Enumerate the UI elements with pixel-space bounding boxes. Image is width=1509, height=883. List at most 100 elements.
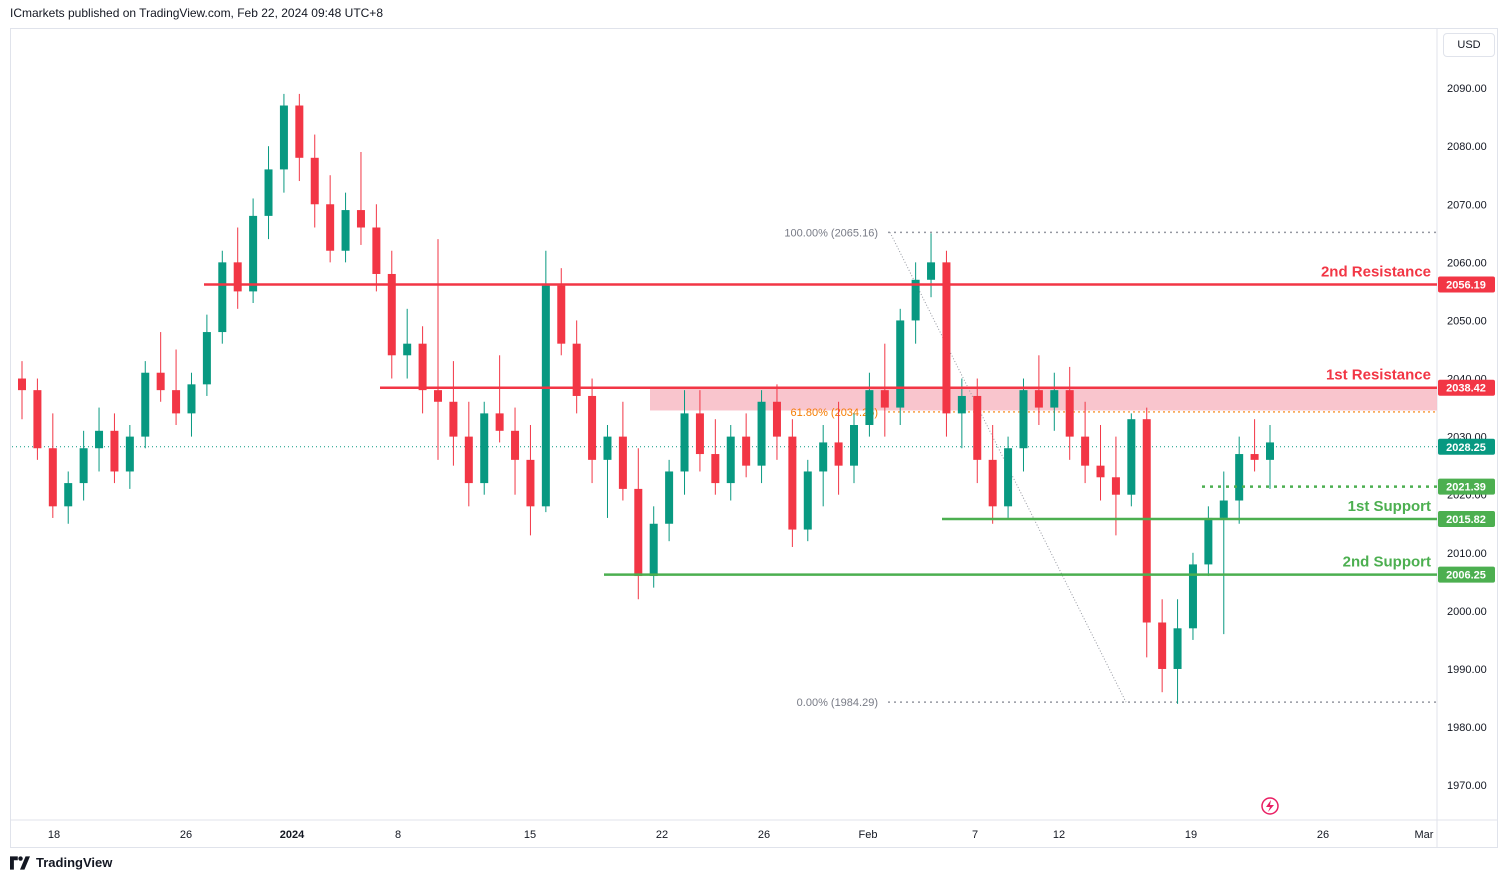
- candle-body: [403, 343, 412, 356]
- y-tick-label: 2090.00: [1447, 83, 1487, 95]
- candle-body: [249, 215, 258, 292]
- price-tag-bg: [1438, 438, 1495, 455]
- candle-body: [1050, 390, 1059, 408]
- x-tick-label: 26: [1317, 829, 1329, 841]
- y-tick-label: 2050.00: [1447, 315, 1487, 327]
- candle-body: [541, 285, 550, 507]
- x-tick-label: 26: [758, 829, 770, 841]
- x-tick-label: 12: [1053, 829, 1065, 841]
- level-label: 2nd Resistance: [1321, 263, 1431, 280]
- y-tick-label: 2060.00: [1447, 257, 1487, 269]
- y-tick-label: 1970.00: [1447, 780, 1487, 792]
- candle-body: [665, 471, 674, 524]
- candle-body: [1204, 517, 1213, 565]
- candle-body: [172, 390, 181, 414]
- candle-body: [772, 401, 781, 437]
- candle-body: [295, 105, 304, 158]
- candle-body: [1188, 564, 1197, 629]
- level-price-tag: 2015.82: [1438, 510, 1495, 527]
- candle-body: [326, 204, 335, 251]
- candle-body: [834, 442, 843, 466]
- candle-body: [942, 262, 951, 414]
- x-tick-label: 7: [972, 829, 978, 841]
- price-tag-text: 2006.25: [1446, 570, 1486, 582]
- candle-body: [33, 390, 42, 449]
- tradingview-footer[interactable]: TradingView: [10, 855, 112, 870]
- candle-body: [618, 436, 627, 489]
- candle-body: [48, 448, 57, 507]
- candle-body: [880, 390, 889, 408]
- candle-body: [927, 262, 936, 280]
- level-label: 1st Support: [1348, 498, 1431, 515]
- candle-body: [418, 343, 427, 391]
- candle-body: [1111, 477, 1120, 495]
- candle-body: [557, 285, 566, 344]
- x-tick-label: 2024: [280, 829, 305, 841]
- x-tick-label: 8: [395, 829, 401, 841]
- x-tick-label: 18: [48, 829, 60, 841]
- candle-body: [1034, 390, 1043, 408]
- candle-body: [310, 157, 319, 205]
- candle-body: [1127, 419, 1136, 495]
- fib-trendline: [889, 232, 1127, 703]
- candle-body: [819, 442, 828, 472]
- candle-body: [18, 378, 26, 391]
- candle-body: [973, 395, 982, 460]
- candle-body: [233, 262, 242, 292]
- candle-body: [141, 372, 150, 437]
- candle-body: [711, 454, 720, 484]
- price-tag-text: 2038.42: [1446, 383, 1486, 395]
- candle-body: [187, 384, 196, 414]
- lightning-icon[interactable]: [1261, 797, 1279, 815]
- candle-body: [526, 459, 535, 507]
- footer-brand: TradingView: [36, 855, 113, 870]
- candle-body: [742, 436, 751, 466]
- candle-body: [1250, 454, 1259, 460]
- candle-body: [1219, 500, 1228, 518]
- level-label: 2nd Support: [1343, 554, 1431, 571]
- candle-body: [957, 395, 966, 414]
- candle-body: [803, 471, 812, 530]
- candle-body: [1142, 419, 1151, 623]
- candle-body: [218, 262, 227, 333]
- candle-body: [95, 430, 104, 449]
- currency-button[interactable]: USD: [1443, 33, 1495, 57]
- candle-body: [64, 483, 73, 507]
- chart-pane[interactable]: [10, 28, 1498, 848]
- candle-body: [1096, 465, 1105, 478]
- tradingview-logo-icon: [10, 855, 30, 870]
- y-tick-label: 2080.00: [1447, 141, 1487, 153]
- x-tick-label: Feb: [859, 829, 878, 841]
- y-tick-label: 1980.00: [1447, 722, 1487, 734]
- candle-body: [449, 401, 458, 437]
- candle-body: [896, 320, 905, 408]
- price-tag-bg: [1438, 276, 1495, 293]
- resistance-zone: [650, 387, 1437, 411]
- candle-body: [1065, 390, 1074, 437]
- level-label: 1st Resistance: [1326, 367, 1431, 384]
- current-price-tag: 2028.25: [1438, 438, 1495, 455]
- lightning-icon-bolt: [1266, 800, 1274, 812]
- x-tick-label: 22: [656, 829, 668, 841]
- price-tag-text: 2021.39: [1446, 482, 1486, 494]
- candle-body: [156, 372, 165, 391]
- candle-body: [865, 390, 874, 425]
- candle-body: [695, 413, 704, 455]
- y-tick-label: 1990.00: [1447, 664, 1487, 676]
- lightning-icon-circle: [1261, 797, 1279, 815]
- candle-body: [341, 210, 350, 251]
- price-tag-bg: [1438, 478, 1495, 495]
- y-tick-label: 2010.00: [1447, 548, 1487, 560]
- candle-body: [1158, 622, 1167, 669]
- candle-body: [495, 413, 504, 431]
- candle-body: [79, 448, 88, 484]
- x-tick-label: 15: [524, 829, 536, 841]
- fib-618-label: 61.80% (2034.25): [791, 407, 878, 419]
- candle-body: [603, 436, 612, 460]
- price-tag-text: 2015.82: [1446, 514, 1486, 526]
- x-tick-label: Mar: [1415, 829, 1434, 841]
- price-tag-text: 2056.19: [1446, 279, 1486, 291]
- price-tag-bg: [1438, 510, 1495, 527]
- candle-body: [264, 169, 273, 216]
